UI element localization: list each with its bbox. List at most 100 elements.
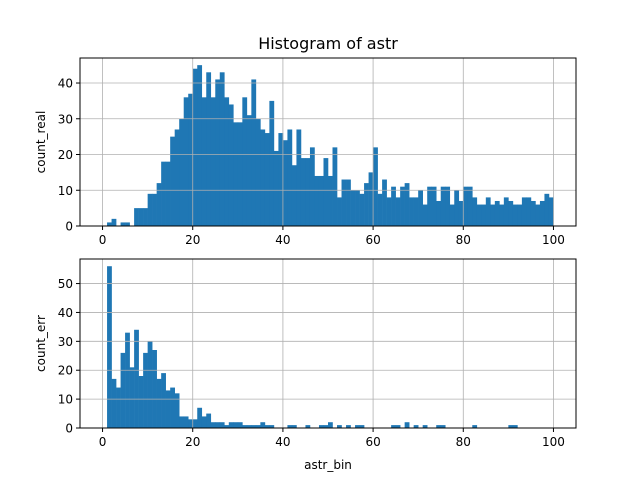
x-tick-label: 40 <box>275 435 290 449</box>
histogram-bar <box>526 197 532 226</box>
histogram-bar <box>215 79 221 226</box>
histogram-bar <box>201 97 207 226</box>
histogram-bar <box>355 190 360 226</box>
histogram-bar <box>535 204 541 226</box>
y-axis-label: count_err <box>34 315 48 372</box>
histogram-bar <box>305 425 311 428</box>
histogram-bar <box>341 179 347 226</box>
histogram-bar <box>323 425 329 428</box>
histogram-bar <box>463 186 469 226</box>
histogram-bar <box>476 204 482 226</box>
histogram-bar <box>539 200 545 226</box>
y-tick-label: 30 <box>58 112 73 126</box>
histogram-bar <box>422 204 428 226</box>
histogram-bar <box>287 129 293 226</box>
histogram-bar <box>400 186 405 226</box>
histogram-bar <box>346 425 351 428</box>
histogram-bar <box>120 352 126 428</box>
histogram-bar <box>183 97 189 226</box>
histogram-bar <box>116 387 121 428</box>
histogram-bar <box>255 425 261 428</box>
histogram-bar <box>197 407 203 428</box>
x-axis-label: astr_bin <box>304 458 352 472</box>
histogram-bar <box>174 129 180 226</box>
x-tick-label: 100 <box>542 435 565 449</box>
y-tick-label: 30 <box>58 335 73 349</box>
histogram-bar <box>413 197 419 226</box>
histogram-bar <box>156 378 162 428</box>
histogram-bar <box>517 204 523 226</box>
histogram-bar <box>264 133 270 226</box>
histogram-bar <box>260 422 266 428</box>
histogram-bar <box>368 172 374 226</box>
histogram-bar <box>485 197 491 226</box>
histogram-bar <box>391 186 396 226</box>
x-tick-label: 80 <box>456 233 471 247</box>
histogram-bar <box>364 183 369 226</box>
histogram-bar <box>138 208 144 226</box>
histogram-bar <box>237 422 243 428</box>
histogram-bar <box>152 193 157 226</box>
histogram-bar <box>242 97 248 226</box>
histogram-bar <box>427 186 433 226</box>
histogram-bar <box>192 419 198 428</box>
histogram-bar <box>305 158 311 226</box>
histogram-bar <box>206 413 212 428</box>
histogram-bar <box>125 332 130 428</box>
histogram-bar <box>499 204 505 226</box>
histogram-bar <box>512 204 518 226</box>
y-tick-label: 20 <box>58 364 73 378</box>
histogram-bar <box>323 158 329 226</box>
histogram-bar <box>111 378 117 428</box>
histogram-bar <box>359 425 365 428</box>
histogram-bar <box>138 376 144 428</box>
histogram-bar <box>174 393 180 428</box>
histogram-bar <box>179 416 185 428</box>
histogram-bar <box>409 197 414 226</box>
histogram-bar <box>413 425 419 428</box>
histogram-bar <box>215 422 221 428</box>
histogram-bar <box>134 329 139 428</box>
histogram-bar <box>318 175 324 226</box>
histogram-bar <box>201 416 207 428</box>
histogram-bar <box>472 425 478 428</box>
y-tick-label: 10 <box>58 184 73 198</box>
x-tick-label: 0 <box>99 233 107 247</box>
histogram-bar <box>395 425 401 428</box>
histogram-bar <box>107 266 112 428</box>
histogram-bar <box>337 425 342 428</box>
histogram-bar <box>228 104 234 226</box>
axes-frame <box>79 258 577 429</box>
histogram-bar <box>233 122 239 226</box>
histogram-bar <box>314 175 320 226</box>
histogram-bar <box>472 197 478 226</box>
histogram-bar <box>458 200 464 226</box>
x-tick-label: 80 <box>456 435 471 449</box>
histogram-bar <box>156 183 162 226</box>
histogram-bar <box>395 197 401 226</box>
histogram-bar <box>508 425 514 428</box>
histogram-bar <box>386 197 392 226</box>
histogram-bar <box>210 422 216 428</box>
histogram-bar <box>125 222 130 226</box>
histogram-bar <box>512 425 518 428</box>
histogram-bar <box>544 193 550 226</box>
histogram-bar <box>440 425 446 428</box>
y-tick-label: 20 <box>58 148 73 162</box>
histogram-bar <box>309 147 315 226</box>
histogram-bar <box>494 200 500 226</box>
x-tick-label: 60 <box>365 233 380 247</box>
histogram-bar <box>300 158 306 226</box>
histogram-bar <box>224 97 230 226</box>
histogram-bar <box>318 425 324 428</box>
histogram-bar <box>404 183 410 226</box>
x-tick-label: 100 <box>542 233 565 247</box>
histogram-bar <box>192 68 198 226</box>
histogram-bar <box>332 147 338 226</box>
histogram-bar <box>179 118 185 226</box>
histogram-bar <box>260 129 266 226</box>
histogram-bar <box>278 133 284 226</box>
histogram-bar <box>422 425 428 428</box>
